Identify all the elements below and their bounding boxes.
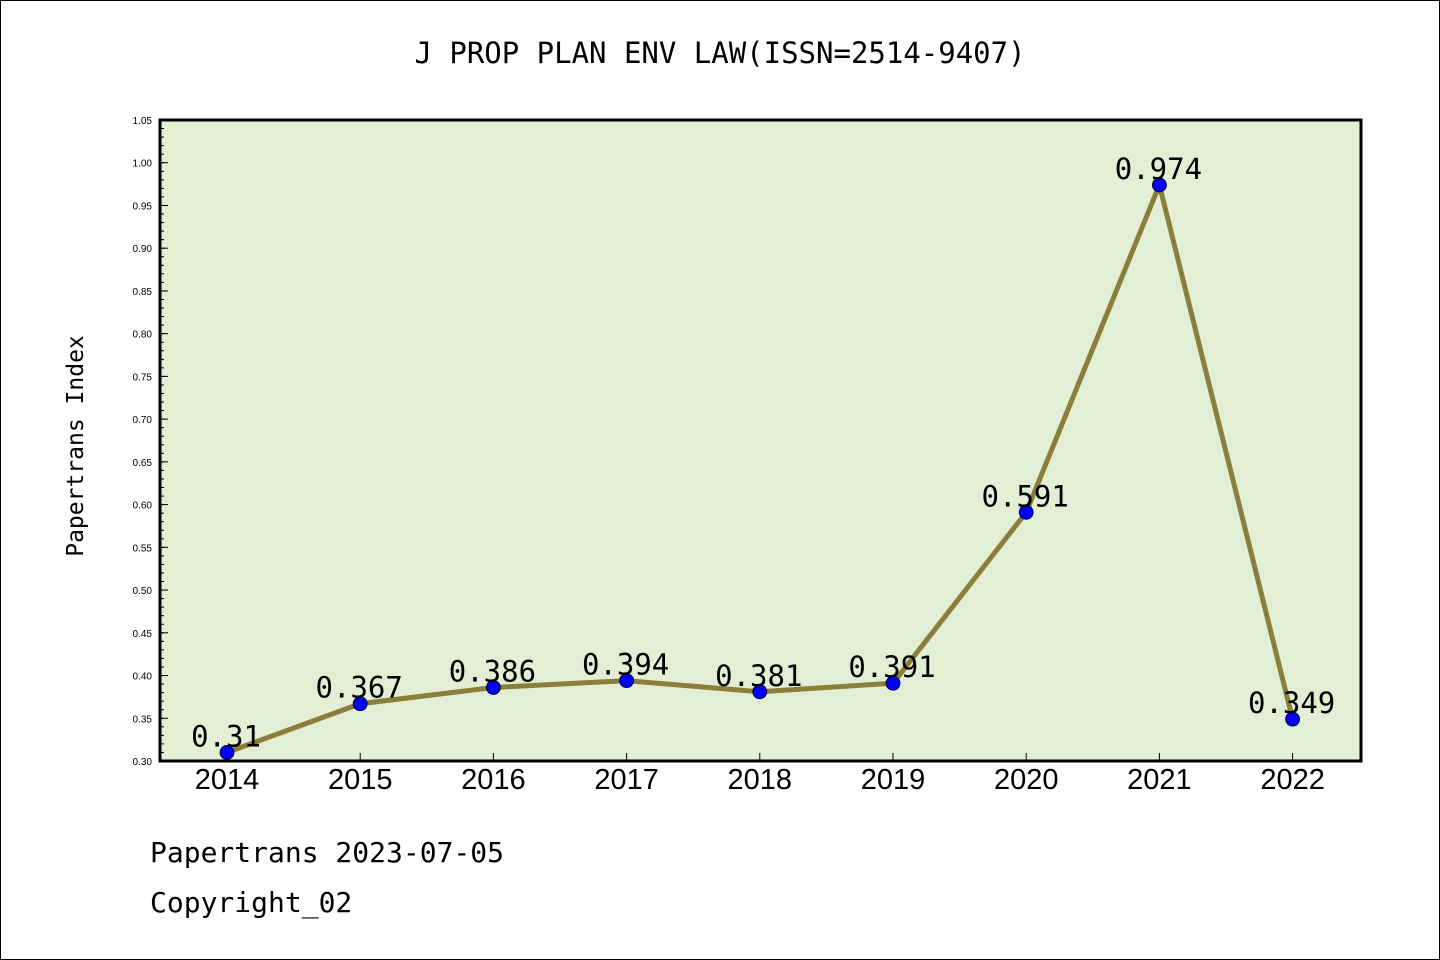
x-tick-label: 2014 <box>195 764 260 796</box>
data-label: 0.391 <box>848 650 935 684</box>
data-point <box>1285 711 1300 727</box>
y-tick-label: 0.55 <box>133 543 153 554</box>
y-tick-label: 0.95 <box>133 201 153 212</box>
data-label: 0.591 <box>982 479 1069 513</box>
data-label: 0.381 <box>715 659 802 693</box>
y-tick-label: 0.75 <box>133 372 153 383</box>
data-point <box>619 673 634 689</box>
footer-date: Papertrans 2023-07-05 <box>150 836 505 869</box>
y-tick-label: 0.80 <box>133 330 153 341</box>
data-label: 0.974 <box>1115 152 1202 186</box>
y-tick-label: 0.35 <box>133 714 153 725</box>
data-point <box>219 745 235 760</box>
y-tick-label: 0.65 <box>133 458 153 469</box>
y-tick-label: 0.45 <box>133 629 153 640</box>
data-point <box>485 680 501 695</box>
y-tick-label: 0.70 <box>133 415 153 426</box>
y-tick-label: 0.30 <box>133 757 153 768</box>
data-point <box>752 684 768 700</box>
y-tick-label: 1.00 <box>133 159 153 170</box>
x-tick-label: 2017 <box>594 764 659 796</box>
chart-title: J PROP PLAN ENV LAW(ISSN=2514-9407) <box>414 36 1026 70</box>
data-label: 0.31 <box>191 719 261 753</box>
plot-area <box>160 120 1361 761</box>
x-tick-label: 2018 <box>728 764 793 796</box>
y-tick-label: 0.50 <box>133 586 153 597</box>
footer-copyright: Copyright_02 <box>150 886 353 919</box>
y-tick-label: 0.90 <box>133 244 153 255</box>
data-label: 0.349 <box>1248 686 1335 720</box>
data-point <box>885 675 901 691</box>
data-label: 0.367 <box>316 671 403 705</box>
x-tick-label: 2016 <box>461 764 526 796</box>
data-point <box>352 696 368 712</box>
y-tick-label: 0.40 <box>133 672 153 683</box>
y-tick-label: 1.05 <box>133 116 153 127</box>
data-label: 0.394 <box>582 648 669 682</box>
data-point <box>1152 177 1167 193</box>
x-tick-label: 2015 <box>328 764 393 796</box>
x-tick-label: 2020 <box>994 764 1059 796</box>
y-tick-label: 0.85 <box>133 287 153 298</box>
data-point <box>1018 504 1034 520</box>
x-tick-label: 2021 <box>1127 764 1192 796</box>
data-label: 0.386 <box>449 654 536 688</box>
x-tick-label: 2022 <box>1260 764 1325 796</box>
y-tick-label: 0.60 <box>133 501 153 512</box>
x-tick-label: 2019 <box>861 764 926 796</box>
plot-border <box>158 118 1363 763</box>
